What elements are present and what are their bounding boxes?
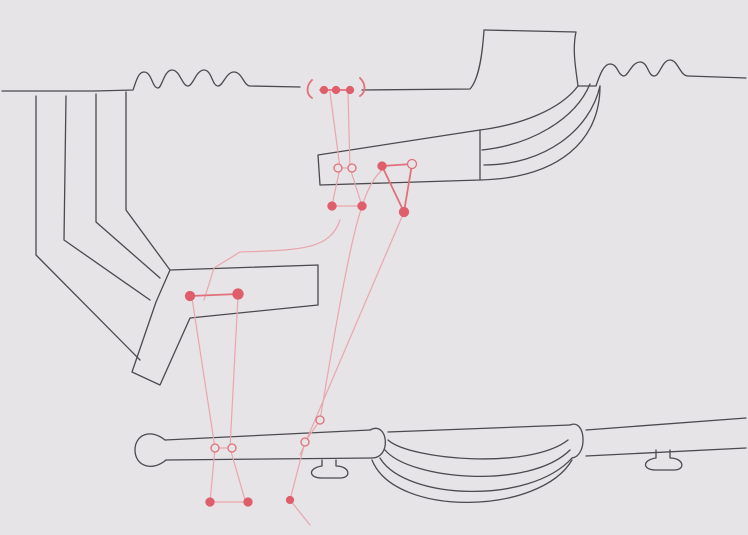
bottom-rod-top-edge-middle [387, 424, 571, 433]
top-baseline-right [577, 59, 747, 87]
upper-horizontal-bar [317, 129, 481, 186]
red-joint [210, 443, 220, 453]
bottom-rod-left-knob [134, 433, 167, 467]
red-joint [333, 163, 343, 173]
bottom-curved-band-3 [379, 457, 573, 493]
red-joint [285, 495, 295, 505]
left-band-line-2 [63, 95, 151, 301]
pencil-layer [1, 29, 747, 503]
red-joint [243, 497, 253, 507]
bottom-rod-bottom-edge-right [585, 447, 747, 457]
bottom-peg-left [310, 459, 349, 479]
red-joint [357, 201, 367, 211]
red-joint [315, 415, 325, 425]
red-middle-bar [189, 293, 239, 297]
red-joint [184, 290, 196, 302]
bottom-rod-top-edge-left [164, 429, 371, 441]
red-triangle [381, 163, 413, 213]
red-long-line-2 [203, 219, 341, 301]
left-band-line-3 [95, 93, 161, 279]
upper-right-curved-band-4 [479, 85, 601, 181]
bottom-rod-joint-left [369, 427, 386, 459]
red-joint [327, 201, 337, 211]
bottom-rod-top-edge-right [585, 417, 747, 431]
bottom-rod-bottom-edge-left [165, 457, 373, 461]
red-long-line-1 [299, 211, 405, 456]
bottom-curved-band-2 [384, 449, 571, 478]
left-band-line-1 [35, 95, 141, 361]
red-joint [331, 85, 341, 95]
red-joint [398, 206, 410, 218]
red-joint [205, 497, 215, 507]
red-joint [300, 437, 310, 447]
bottom-curved-band-1 [387, 439, 569, 460]
red-joint [377, 161, 387, 171]
bottom-peg-right [644, 449, 683, 471]
upper-right-curved-band-3 [483, 85, 601, 166]
red-bottom-connector [289, 419, 321, 526]
red-joints [184, 85, 418, 507]
top-baseline-middle [361, 29, 485, 91]
red-joint [345, 85, 355, 95]
red-top-bracket-left [306, 79, 313, 99]
left-band-line-4 [125, 91, 171, 271]
red-top-bracket-right [359, 77, 366, 97]
red-joint [406, 158, 418, 170]
bottom-curved-band-4 [371, 459, 573, 503]
upper-right-curved-band-1 [479, 85, 579, 131]
red-joint [319, 85, 329, 95]
middle-angled-bar [131, 264, 319, 386]
upper-right-curved-band-2 [481, 83, 591, 151]
red-long-line-3 [319, 169, 383, 421]
red-joint [227, 443, 237, 453]
bottom-rod-joint-right [569, 423, 584, 459]
red-joint [347, 163, 357, 173]
red-joint [232, 288, 244, 300]
top-right-block [483, 29, 579, 87]
top-baseline-left [1, 69, 301, 92]
